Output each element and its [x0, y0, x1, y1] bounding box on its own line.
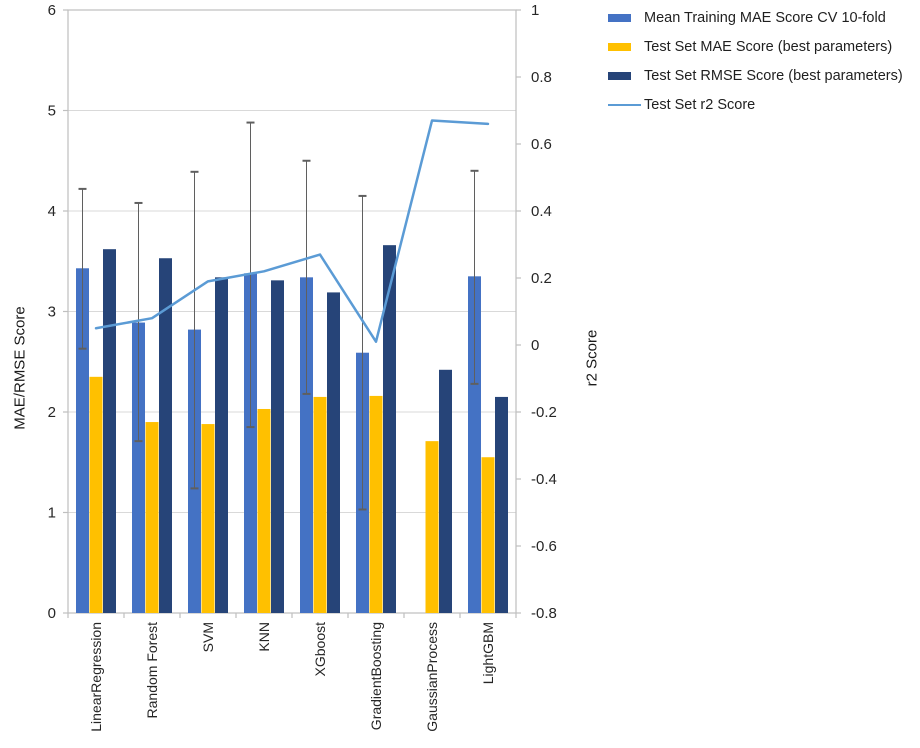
svg-text:-0.6: -0.6 — [531, 538, 557, 555]
legend-label: Test Set r2 Score — [644, 97, 756, 113]
svg-text:0.4: 0.4 — [531, 203, 552, 220]
svg-text:2: 2 — [48, 404, 56, 421]
svg-text:-0.4: -0.4 — [531, 471, 557, 488]
legend-item-r2-line: Test Set r2 Score — [608, 95, 903, 115]
svg-text:GradientBoosting: GradientBoosting — [368, 622, 384, 730]
legend-swatch-yellow-bar-icon — [608, 43, 631, 51]
svg-text:0.6: 0.6 — [531, 136, 552, 153]
svg-text:0.2: 0.2 — [531, 270, 552, 287]
left-axis-title: MAE/RMSE Score — [11, 306, 29, 430]
legend-label: Mean Training MAE Score CV 10-fold — [644, 10, 886, 26]
svg-text:1: 1 — [531, 2, 539, 19]
legend-swatch-navy-bar-icon — [608, 72, 631, 80]
legend-item-mean-training-mae: Mean Training MAE Score CV 10-fold — [608, 8, 903, 28]
svg-text:5: 5 — [48, 103, 56, 120]
r2-line — [94, 119, 490, 343]
legend-item-test-rmse: Test Set RMSE Score (best parameters) — [608, 66, 903, 86]
svg-text:LightGBM: LightGBM — [480, 622, 496, 684]
legend-swatch-blue-bar-icon — [608, 14, 631, 22]
svg-text:0.8: 0.8 — [531, 69, 552, 86]
left-axis-tick-labels: 0 1 2 3 4 5 6 — [48, 2, 56, 622]
svg-text:-0.8: -0.8 — [531, 605, 557, 622]
svg-text:-0.2: -0.2 — [531, 404, 557, 421]
bars-series-2 — [103, 245, 508, 614]
svg-text:GaussianProcess: GaussianProcess — [424, 622, 440, 732]
svg-text:SVM: SVM — [200, 622, 216, 652]
svg-text:4: 4 — [48, 203, 56, 220]
legend-label: Test Set MAE Score (best parameters) — [644, 39, 893, 55]
right-axis-title: r2 Score — [583, 329, 601, 387]
svg-text:KNN: KNN — [256, 622, 272, 652]
svg-text:LinearRegression: LinearRegression — [88, 622, 104, 732]
svg-text:Random Forest: Random Forest — [144, 622, 160, 719]
svg-text:1: 1 — [48, 505, 56, 522]
svg-text:XGboost: XGboost — [312, 622, 328, 677]
svg-text:0: 0 — [531, 337, 539, 354]
legend-item-test-mae: Test Set MAE Score (best parameters) — [608, 37, 903, 57]
right-axis-tick-labels: 1 0.8 0.6 0.4 0.2 0 -0.2 -0.4 -0.6 -0.8 — [531, 2, 557, 622]
legend-swatch-line-icon — [608, 104, 641, 106]
legend: Mean Training MAE Score CV 10-fold Test … — [608, 8, 903, 115]
bars-series-1 — [89, 376, 495, 613]
svg-text:0: 0 — [48, 605, 56, 622]
svg-text:6: 6 — [48, 2, 56, 19]
error-bars — [78, 121, 479, 511]
legend-label: Test Set RMSE Score (best parameters) — [644, 68, 903, 84]
axis-ticks — [63, 9, 521, 618]
x-axis-category-labels: LinearRegression Random Forest SVM KNN XGboo… — [88, 622, 496, 732]
svg-text:3: 3 — [48, 304, 56, 321]
